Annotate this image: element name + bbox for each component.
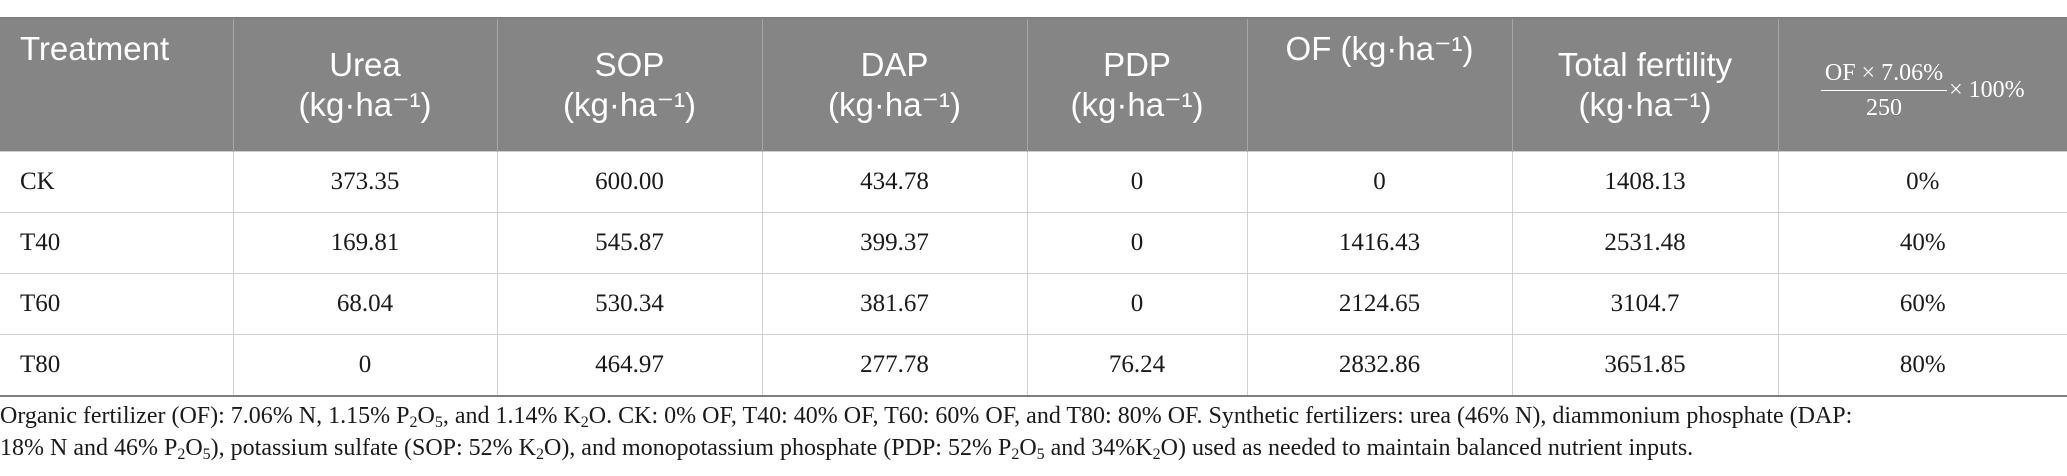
table-row: CK 373.35 600.00 434.78 0 0 1408.13 0% [0, 151, 2067, 213]
cell-percentage: 0% [1777, 151, 2067, 213]
cell-treatment: T40 [0, 212, 233, 274]
table-row: T40 169.81 545.87 399.37 0 1416.43 2531.… [0, 212, 2067, 274]
header-dap: DAP (kg·ha⁻¹) [761, 19, 1027, 152]
cell-sop: 600.00 [496, 151, 762, 213]
cell-dap: 381.67 [761, 273, 1027, 335]
cell-urea: 373.35 [232, 151, 497, 213]
table-row: T60 68.04 530.34 381.67 0 2124.65 3104.7… [0, 273, 2067, 335]
header-treatment: Treatment [0, 19, 233, 152]
cell-pdp: 0 [1026, 273, 1247, 335]
cell-percentage: 40% [1777, 212, 2067, 274]
header-of: OF (kg·ha⁻¹) [1246, 19, 1512, 152]
cell-of: 2832.86 [1246, 334, 1512, 397]
cell-urea: 0 [232, 334, 497, 397]
header-row: Treatment Urea (kg·ha⁻¹) SOP (kg·ha⁻¹) DAP… [0, 19, 2067, 152]
header-total-fertility: Total fertility (kg·ha⁻¹) [1511, 19, 1778, 152]
cell-urea: 169.81 [232, 212, 497, 274]
cell-treatment: T80 [0, 334, 233, 397]
percentage-formula: OF × 7.06% 250 × 100% [1820, 59, 2025, 122]
formula-numerator: OF × 7.06% [1820, 59, 1948, 91]
cell-sop: 464.97 [496, 334, 762, 397]
formula-denominator: 250 [1865, 94, 1902, 121]
cell-sop: 545.87 [496, 212, 762, 274]
table-top-rule [0, 17, 2067, 19]
fertilizer-table: Treatment Urea (kg·ha⁻¹) SOP (kg·ha⁻¹) DAP… [0, 19, 2067, 397]
cell-pdp: 0 [1026, 212, 1247, 274]
cell-pdp: 76.24 [1026, 334, 1247, 397]
header-pdp: PDP (kg·ha⁻¹) [1026, 19, 1247, 152]
cell-sop: 530.34 [496, 273, 762, 335]
cell-of: 2124.65 [1246, 273, 1512, 335]
formula-suffix: × 100% [1949, 77, 2025, 103]
cell-urea: 68.04 [232, 273, 497, 335]
cell-total-fertility: 3104.7 [1511, 273, 1778, 335]
cell-total-fertility: 1408.13 [1511, 151, 1778, 213]
cell-dap: 277.78 [761, 334, 1027, 397]
cell-percentage: 60% [1777, 273, 2067, 335]
table-row: T80 0 464.97 277.78 76.24 2832.86 3651.8… [0, 334, 2067, 397]
cell-dap: 434.78 [761, 151, 1027, 213]
cell-treatment: T60 [0, 273, 233, 335]
cell-total-fertility: 3651.85 [1511, 334, 1778, 397]
header-urea: Urea (kg·ha⁻¹) [232, 19, 497, 152]
cell-total-fertility: 2531.48 [1511, 212, 1778, 274]
cell-dap: 399.37 [761, 212, 1027, 274]
cell-of: 1416.43 [1246, 212, 1512, 274]
cell-percentage: 80% [1777, 334, 2067, 397]
cell-pdp: 0 [1026, 151, 1247, 213]
table-footnote: Organic fertilizer (OF): 7.06% N, 1.15% … [0, 403, 1853, 463]
header-formula: OF × 7.06% 250 × 100% [1777, 19, 2067, 152]
header-sop: SOP (kg·ha⁻¹) [496, 19, 762, 152]
cell-treatment: CK [0, 151, 233, 213]
cell-of: 0 [1246, 151, 1512, 213]
